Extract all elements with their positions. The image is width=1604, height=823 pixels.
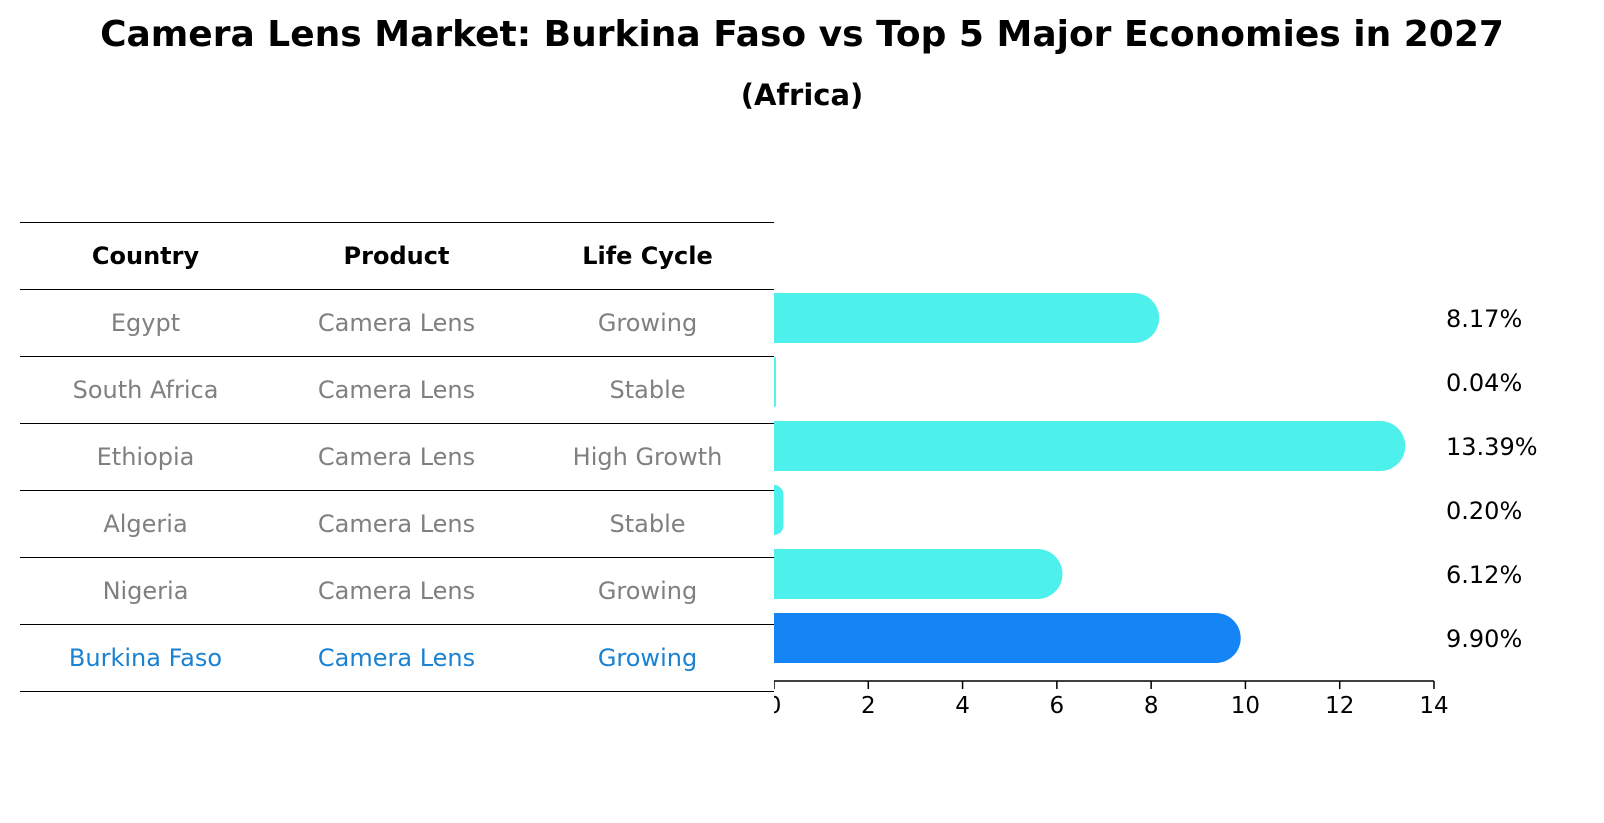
product-cell: Camera Lens: [317, 376, 476, 404]
product-cell: Camera Lens: [317, 577, 476, 605]
bar-nigeria: [774, 549, 1063, 599]
country-cell: Algeria: [103, 510, 188, 538]
life-cycle-cell: Growing: [597, 577, 698, 605]
header-country: Country: [91, 242, 200, 270]
header-life-cycle: Life Cycle: [582, 242, 713, 270]
product-cell: Camera Lens: [317, 309, 476, 337]
life-cycle-cell: High Growth: [572, 443, 723, 471]
header-product: Product: [343, 242, 450, 270]
x-tick-label: 8: [1144, 693, 1159, 719]
value-label: 0.04%: [1446, 369, 1522, 397]
value-label: 0.20%: [1446, 497, 1522, 525]
bar-south-africa: [774, 357, 776, 407]
table-row-highlighted: Burkina Faso Camera Lens Growing: [20, 625, 774, 692]
x-tick-label: 14: [1419, 693, 1448, 719]
bar-burkina-faso: [774, 613, 1241, 663]
table-row: Algeria Camera Lens Stable: [20, 491, 774, 558]
x-tick-label: 10: [1231, 693, 1260, 719]
bar-algeria: [774, 485, 784, 535]
chart-title: Camera Lens Market: Burkina Faso vs Top …: [100, 14, 1504, 55]
product-cell: Camera Lens: [317, 644, 476, 672]
life-cycle-cell: Stable: [609, 376, 686, 404]
market-table: Country Product Life Cycle Egypt Camera …: [20, 222, 774, 692]
life-cycle-cell: Growing: [597, 644, 698, 672]
value-label: 9.90%: [1446, 625, 1522, 653]
country-cell: Nigeria: [102, 577, 189, 605]
country-cell: Egypt: [110, 309, 181, 337]
bar-egypt: [774, 293, 1160, 343]
chart-subtitle: (Africa): [740, 78, 864, 112]
value-label: 6.12%: [1446, 561, 1522, 589]
product-cell: Camera Lens: [317, 510, 476, 538]
table-row: Egypt Camera Lens Growing: [20, 290, 774, 357]
life-cycle-cell: Stable: [609, 510, 686, 538]
value-label: 13.39%: [1446, 433, 1538, 461]
x-tick-label: 12: [1325, 693, 1354, 719]
country-cell: South Africa: [72, 376, 219, 404]
x-tick-label: 2: [861, 693, 876, 719]
table-row: South Africa Camera Lens Stable: [20, 357, 774, 424]
bar-chart: 8.17% 0.04% 13.39% 0.20% 6.12% 9.90% 0 2 4 6 8 10 12…: [774, 293, 1538, 719]
life-cycle-cell: Growing: [597, 309, 698, 337]
table-header-row: Country Product Life Cycle: [20, 222, 774, 290]
bar-ethiopia: [774, 421, 1406, 471]
product-cell: Camera Lens: [317, 443, 476, 471]
table-row: Ethiopia Camera Lens High Growth: [20, 424, 774, 491]
value-label: 8.17%: [1446, 305, 1522, 333]
country-cell: Ethiopia: [96, 443, 195, 471]
table-row: Nigeria Camera Lens Growing: [20, 558, 774, 625]
country-cell: Burkina Faso: [68, 644, 223, 672]
x-tick-label: 0: [774, 693, 781, 719]
x-tick-label: 6: [1050, 693, 1065, 719]
x-tick-label: 4: [955, 693, 970, 719]
